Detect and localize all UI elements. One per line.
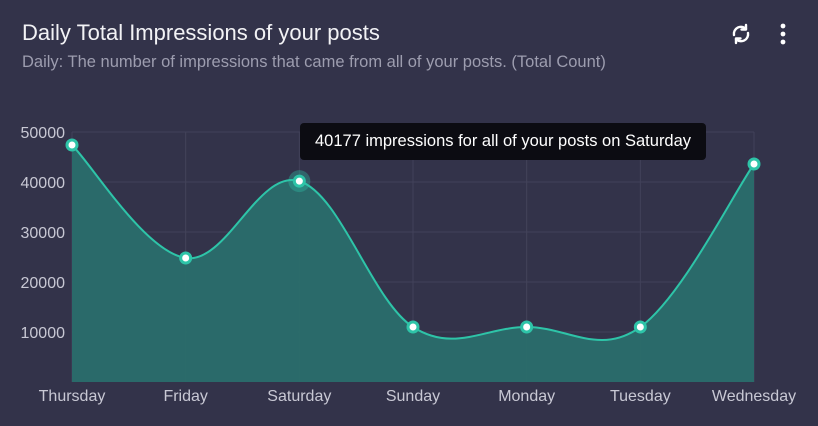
data-point xyxy=(520,320,534,334)
data-point xyxy=(179,251,193,265)
data-point xyxy=(292,174,306,188)
data-point xyxy=(406,320,420,334)
area-fill xyxy=(72,145,754,382)
x-tick-label: Monday xyxy=(498,388,555,405)
data-point xyxy=(633,320,647,334)
refresh-icon[interactable] xyxy=(727,20,755,48)
data-point xyxy=(65,138,79,152)
x-tick-label: Friday xyxy=(163,388,207,405)
data-point xyxy=(747,157,761,171)
x-tick-label: Tuesday xyxy=(610,388,671,405)
chart-title: Daily Total Impressions of your posts xyxy=(22,20,380,45)
x-tick-label: Sunday xyxy=(386,388,440,405)
y-tick-label: 10000 xyxy=(21,325,66,342)
x-tick-label: Wednesday xyxy=(712,388,796,405)
more-vertical-icon[interactable] xyxy=(769,20,797,48)
y-tick-label: 50000 xyxy=(21,125,66,142)
x-tick-label: Thursday xyxy=(39,388,106,405)
y-tick-label: 40000 xyxy=(21,175,66,192)
x-tick-label: Saturday xyxy=(267,388,331,405)
y-tick-label: 30000 xyxy=(21,225,66,242)
tooltip: 40177 impressions for all of your posts … xyxy=(300,123,707,160)
chart-subtitle: Daily: The number of impressions that ca… xyxy=(22,53,606,71)
y-tick-label: 20000 xyxy=(21,275,66,292)
